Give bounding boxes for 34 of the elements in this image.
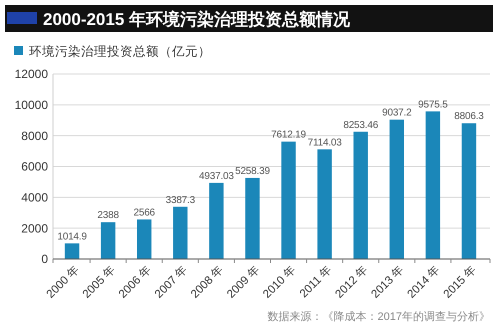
bar [209, 182, 224, 259]
bar [245, 178, 260, 259]
bar [390, 120, 404, 259]
data-label: 4937.03 [199, 170, 234, 182]
y-tick-label: 6000 [21, 160, 48, 174]
data-label: 2566 [133, 207, 156, 218]
y-tick-label: 12000 [14, 67, 48, 82]
chart-title: 2000-2015 年环境污染治理投资总额情况 [43, 10, 352, 29]
bar [100, 222, 116, 259]
data-label: 5258.39 [235, 166, 270, 177]
source-note: 数据来源：《降成本：2017年的调查与分析》 [268, 310, 490, 323]
bar [353, 132, 368, 259]
y-tick-label: 10000 [14, 98, 48, 112]
bar [64, 243, 80, 259]
bar [136, 219, 152, 259]
data-label: 7612.19 [271, 130, 307, 141]
data-label: 8806.3 [454, 111, 484, 122]
data-label: 9037.2 [382, 108, 412, 119]
data-label: 8253.46 [343, 120, 379, 131]
bar [462, 123, 476, 259]
legend-label: 环境污染治理投资总额（亿元） [29, 43, 211, 58]
bar [426, 111, 440, 259]
data-label: 3387.3 [166, 194, 196, 206]
bar [281, 142, 296, 259]
y-tick-label: 4000 [21, 190, 48, 205]
data-label: 7114.03 [308, 137, 342, 148]
data-label: 1014.9 [57, 231, 88, 242]
y-tick-label: 8000 [21, 128, 48, 143]
bar [317, 149, 332, 259]
y-tick-label: 0 [41, 252, 48, 266]
data-label: 9575.5 [418, 99, 448, 110]
y-tick-label: 2000 [21, 221, 48, 236]
data-label: 2388 [97, 210, 120, 222]
bar [173, 206, 188, 259]
